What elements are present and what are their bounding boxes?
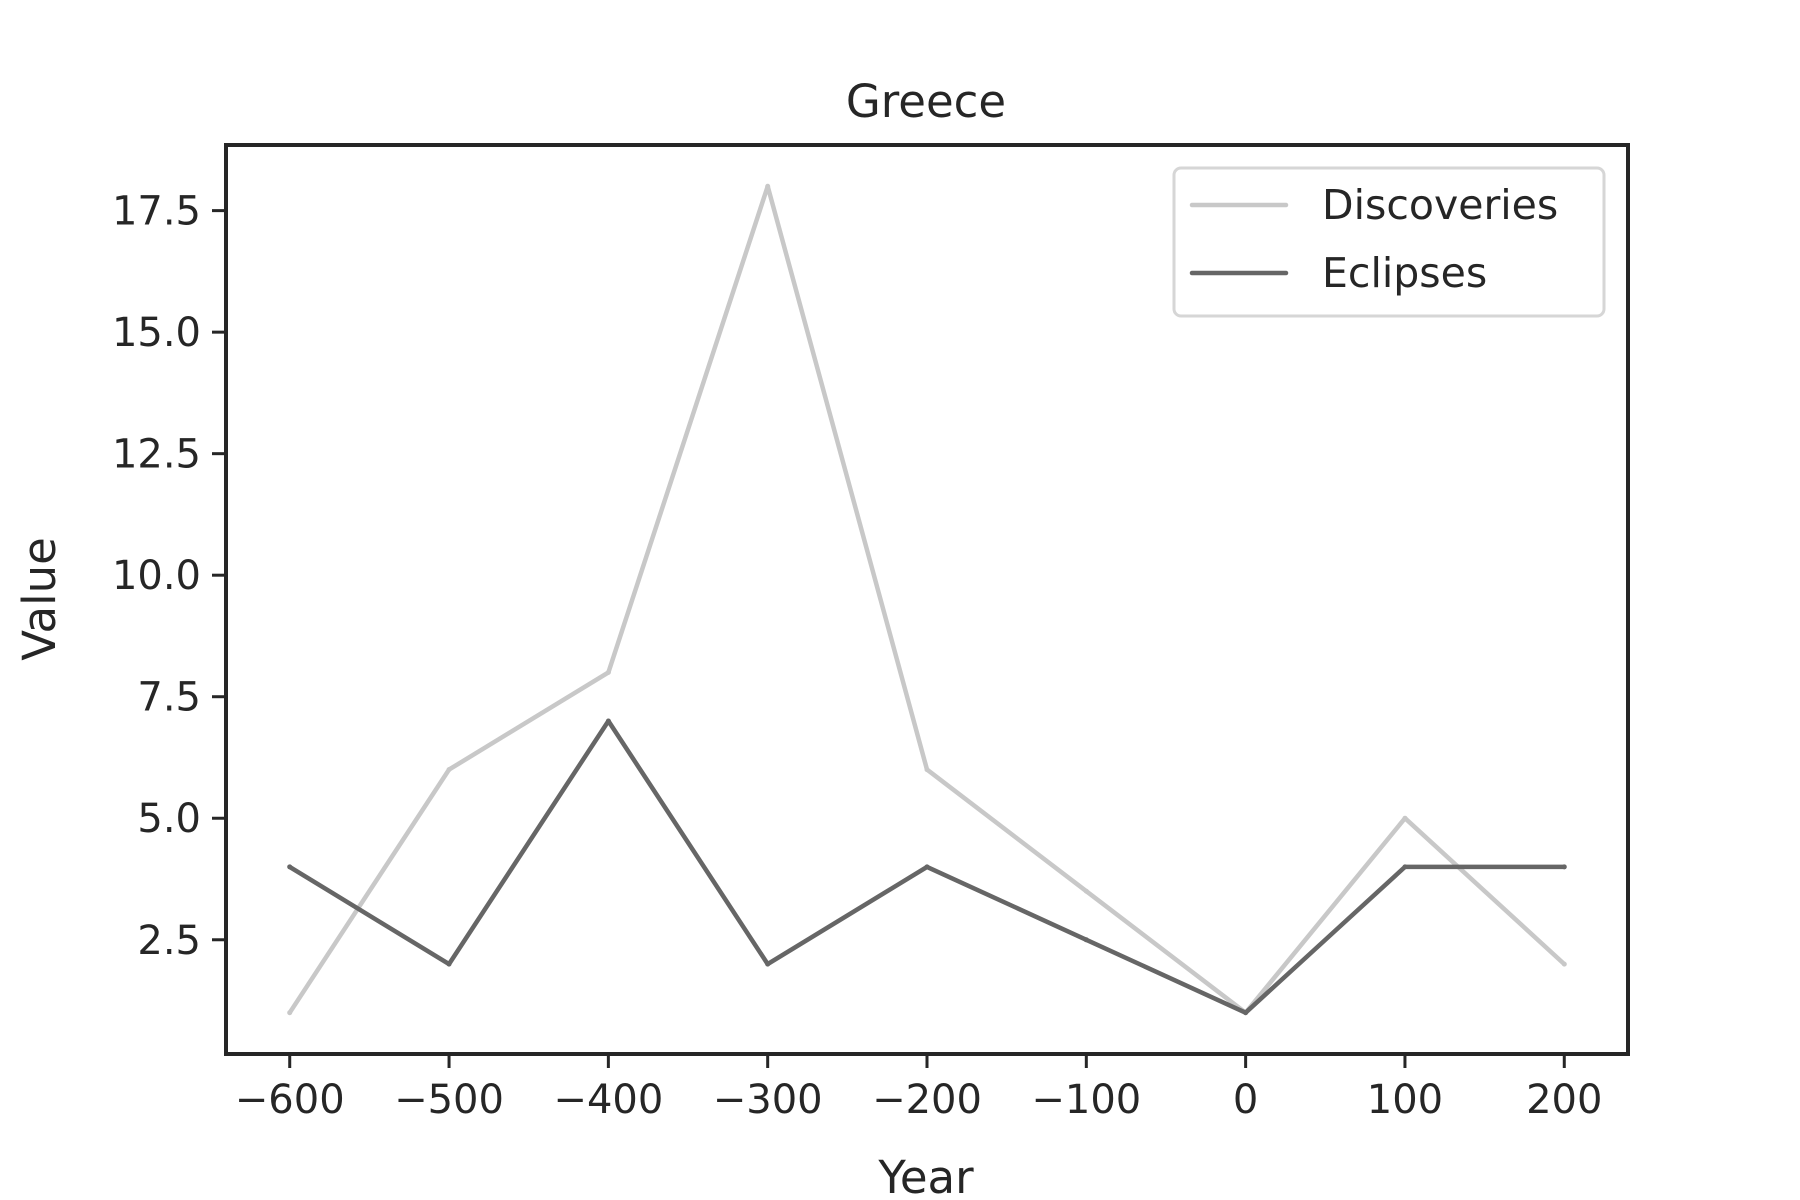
data-point-eclipses: [1243, 1010, 1249, 1016]
x-tick-label: −400: [553, 1077, 663, 1123]
chart-legend: Discoveries Eclipses: [1172, 166, 1606, 318]
y-tick-label: 15.0: [112, 310, 201, 356]
data-point-discoveries: [1561, 961, 1567, 967]
x-tick-label: 200: [1526, 1077, 1602, 1123]
data-point-eclipses: [765, 961, 771, 967]
y-tick-label: 7.5: [137, 675, 201, 721]
data-point-discoveries: [924, 767, 930, 773]
x-tick-label: 0: [1233, 1077, 1258, 1123]
legend-label-discoveries: Discoveries: [1322, 181, 1558, 229]
y-axis-title: Value: [13, 537, 66, 661]
series-layer: [287, 183, 1567, 1016]
data-point-discoveries: [605, 669, 611, 675]
data-point-eclipses: [446, 961, 452, 967]
data-point-discoveries: [765, 183, 771, 189]
y-tick-label: 12.5: [112, 432, 201, 478]
data-point-discoveries: [287, 1010, 293, 1016]
data-point-eclipses: [605, 718, 611, 724]
x-tick-label: 100: [1367, 1077, 1443, 1123]
data-point-eclipses: [1561, 864, 1567, 870]
data-point-eclipses: [1083, 937, 1089, 943]
y-tick-label: 5.0: [137, 796, 201, 842]
data-point-discoveries: [446, 767, 452, 773]
x-tick-label: −100: [1031, 1077, 1141, 1123]
y-axis-ticks: 2.5 5.0 7.5 10.0 12.5 15.0 17.5: [112, 189, 226, 964]
chart-title: Greece: [846, 75, 1006, 128]
x-axis-ticks: −600 −500 −400 −300 −200 −100 0 100 200: [235, 1054, 1602, 1123]
x-tick-label: −300: [713, 1077, 823, 1123]
y-tick-label: 2.5: [137, 918, 201, 964]
data-point-discoveries: [1083, 888, 1089, 894]
data-point-eclipses: [287, 864, 293, 870]
x-axis-title: Year: [877, 1151, 974, 1200]
y-tick-label: 17.5: [112, 189, 201, 235]
x-tick-label: −600: [235, 1077, 345, 1123]
data-point-eclipses: [924, 864, 930, 870]
data-point-discoveries: [1402, 815, 1408, 821]
x-tick-label: −500: [394, 1077, 504, 1123]
y-tick-label: 10.0: [112, 553, 201, 599]
x-tick-label: −200: [872, 1077, 982, 1123]
data-point-eclipses: [1402, 864, 1408, 870]
legend-label-eclipses: Eclipses: [1322, 249, 1487, 297]
